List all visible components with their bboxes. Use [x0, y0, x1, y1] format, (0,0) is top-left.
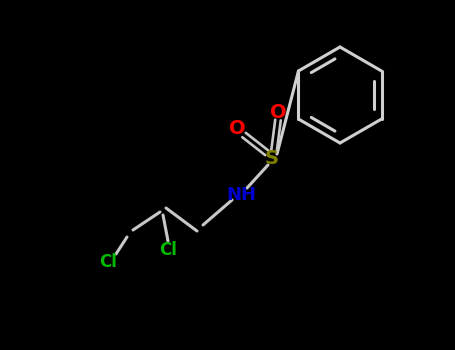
Text: O: O	[270, 103, 286, 121]
Text: Cl: Cl	[99, 253, 117, 271]
Text: Cl: Cl	[159, 241, 177, 259]
Text: NH: NH	[226, 186, 256, 204]
Text: S: S	[265, 148, 279, 168]
Text: O: O	[229, 119, 245, 138]
